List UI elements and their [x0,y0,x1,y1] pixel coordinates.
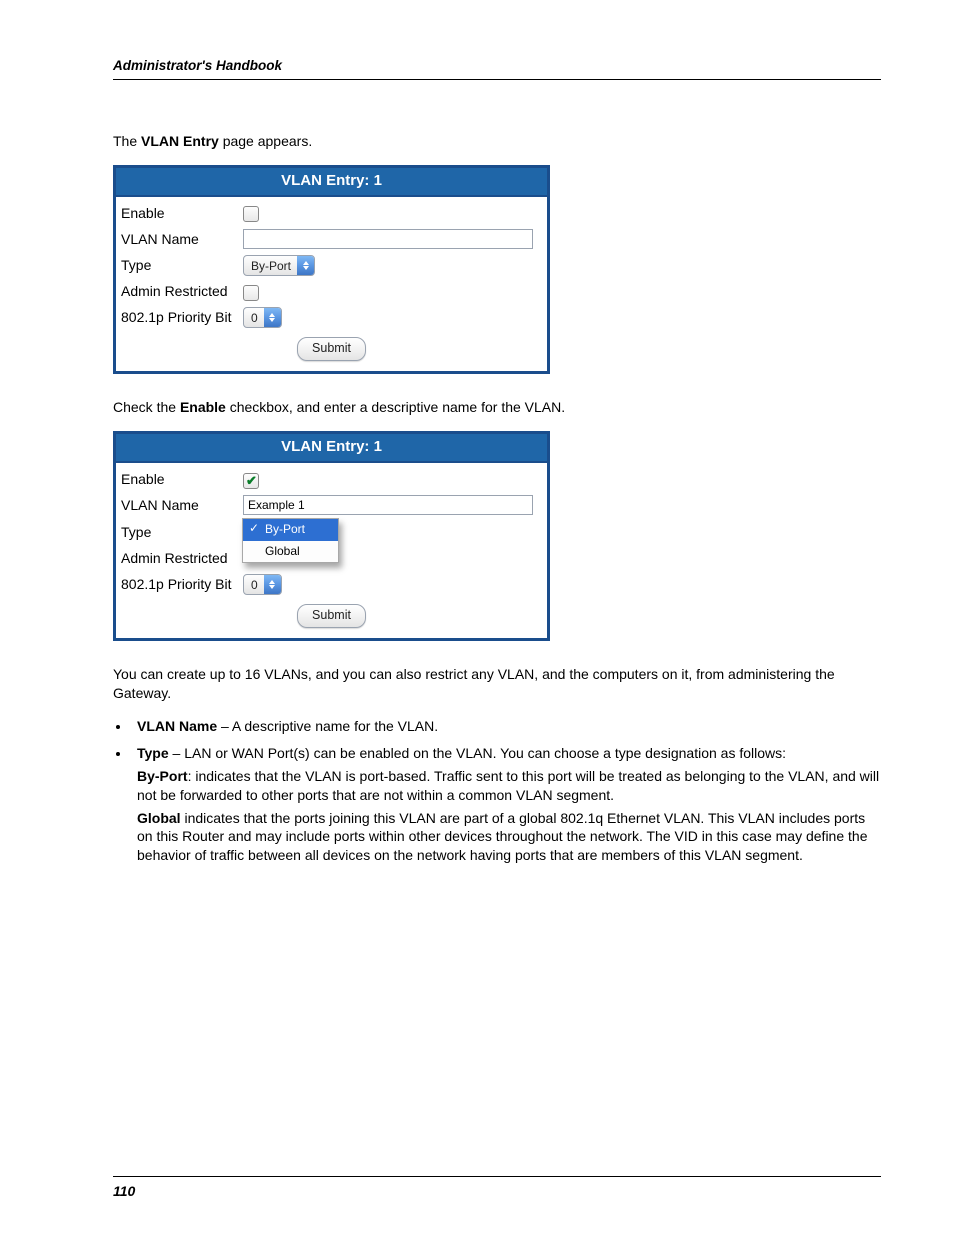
type-select[interactable]: By-Port [243,255,315,276]
panel1-label-admin: Admin Restricted [120,282,243,301]
priority-select[interactable]: 0 [243,307,282,328]
panel1-row-admin: Admin Restricted [120,279,543,304]
panel2-label-priority: 802.1p Priority Bit [120,575,243,594]
stepper-icon [297,256,314,275]
panel1-label-priority: 802.1p Priority Bit [120,308,243,327]
panel1-label-enable: Enable [120,204,243,223]
type-dropdown-open[interactable]: By-Port Global [242,518,339,562]
panel2-label-name: VLAN Name [120,496,243,515]
panel2-row-name: VLAN Name [120,492,543,518]
panel2-label-enable: Enable [120,470,243,489]
page: Administrator's Handbook The VLAN Entry … [0,0,954,1235]
panel1-row-enable: Enable [120,201,543,226]
priority-select-2-value: 0 [244,577,264,593]
panel2-body: Enable ✔ VLAN Name Type [116,463,547,638]
priority-select-2[interactable]: 0 [243,574,282,595]
enable-checkbox-checked[interactable]: ✔ [243,473,259,489]
panel2-submit-row: Submit [120,598,543,628]
panel1-row-name: VLAN Name [120,226,543,252]
intro-bold: VLAN Entry [141,133,219,149]
admin-restricted-checkbox[interactable] [243,285,259,301]
page-number: 110 [113,1183,135,1199]
submit-button[interactable]: Submit [297,337,366,361]
b1-lead: Type [137,745,169,761]
panel1-label-name: VLAN Name [120,230,243,249]
doc-bullets: VLAN Name – A descriptive name for the V… [113,717,881,865]
panel1-submit-row: Submit [120,331,543,361]
b1-p1: By-Port: indicates that the VLAN is port… [137,767,881,805]
priority-select-value: 0 [244,310,264,326]
panel1-row-type: Type By-Port [120,252,543,279]
vlan-name-input[interactable] [243,229,533,249]
b1-p2-rest: indicates that the ports joining this VL… [137,810,867,864]
stepper-icon [264,575,281,594]
b1-p2-bold: Global [137,810,181,826]
dropdown-option-global[interactable]: Global [243,541,338,562]
mid-para: Check the Enable checkbox, and enter a d… [113,398,881,417]
b0-rest: – A descriptive name for the VLAN. [217,718,438,734]
mid-bold: Enable [180,399,226,415]
panel2-row-type: Type By-Port Global [120,518,543,546]
running-head: Administrator's Handbook [113,58,881,73]
panel1-title: VLAN Entry: 1 [116,168,547,197]
vlan-panel-2: VLAN Entry: 1 Enable ✔ VLAN Name [113,431,550,641]
intro-pre: The [113,133,141,149]
panel2-row-priority: 802.1p Priority Bit 0 [120,571,543,598]
panel2-label-type: Type [120,523,243,542]
after-para: You can create up to 16 VLANs, and you c… [113,665,881,703]
intro-post: page appears. [219,133,312,149]
checkmark-icon: ✔ [246,472,257,490]
vlan-name-input-filled[interactable] [243,495,533,515]
foot-rule [113,1176,881,1177]
mid-post: checkbox, and enter a descriptive name f… [226,399,565,415]
type-select-value: By-Port [244,258,297,274]
panel1-body: Enable VLAN Name Type By-Port [116,197,547,371]
b1-rest: – LAN or WAN Port(s) can be enabled on t… [169,745,786,761]
body: The VLAN Entry page appears. VLAN Entry:… [113,132,881,865]
enable-checkbox[interactable] [243,206,259,222]
intro-para: The VLAN Entry page appears. [113,132,881,151]
b1-p1-bold: By-Port [137,768,188,784]
dropdown-option-byport[interactable]: By-Port [243,519,338,540]
head-rule [113,79,881,80]
b0-lead: VLAN Name [137,718,217,734]
bullet-type: Type – LAN or WAN Port(s) can be enabled… [131,744,881,865]
bullet-vlan-name: VLAN Name – A descriptive name for the V… [131,717,881,736]
b1-p2: Global indicates that the ports joining … [137,809,881,866]
stepper-icon [264,308,281,327]
mid-pre: Check the [113,399,180,415]
panel1-row-priority: 802.1p Priority Bit 0 [120,304,543,331]
panel2-row-enable: Enable ✔ [120,467,543,492]
panel2-title: VLAN Entry: 1 [116,434,547,463]
b1-p1-rest: : indicates that the VLAN is port-based.… [137,768,879,803]
panel2-label-admin: Admin Restricted [120,549,243,568]
submit-button-2[interactable]: Submit [297,604,366,628]
vlan-panel-1: VLAN Entry: 1 Enable VLAN Name Type [113,165,550,374]
panel1-label-type: Type [120,256,243,275]
